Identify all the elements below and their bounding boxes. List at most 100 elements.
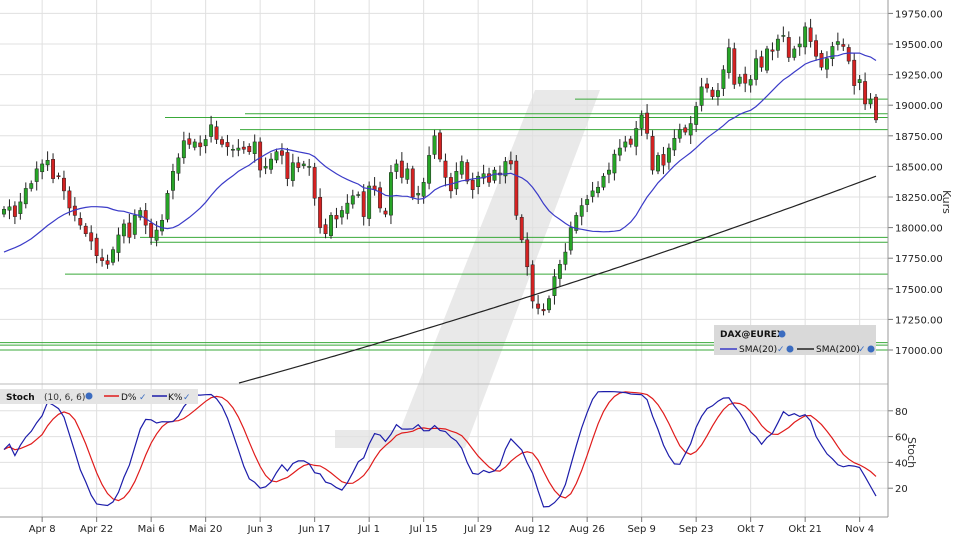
stoch-d-check-icon[interactable]: ✓ — [139, 393, 147, 403]
candle-body — [312, 167, 317, 199]
candle-body — [863, 81, 868, 105]
candle-body — [89, 232, 94, 242]
candle-body — [639, 114, 644, 129]
candle-body — [154, 229, 159, 241]
candle-body — [252, 141, 257, 154]
x-tick-label: Jul 1 — [357, 524, 380, 535]
legend-sma20-settings-icon[interactable] — [786, 345, 794, 353]
candle-body — [645, 112, 650, 134]
candle-body — [383, 210, 388, 215]
sma200-line — [238, 175, 877, 384]
stoch-d-line — [3, 391, 877, 502]
price-legend: DAX@EUREX SMA(20) ✓ SMA(200) ✓ — [714, 325, 876, 355]
candle-body — [748, 79, 753, 86]
candle-body — [797, 43, 802, 48]
price-y-axis: 17000.00 17250.00 17500.00 17750.00 18000.00… — [888, 9, 943, 357]
legend-background — [714, 325, 876, 355]
candle-body — [307, 166, 312, 168]
candle-body — [34, 168, 39, 182]
candle-body — [781, 35, 786, 37]
candle-body — [225, 142, 230, 148]
candle-body — [726, 47, 731, 73]
candle-body — [399, 160, 404, 178]
candle-body — [394, 163, 399, 172]
stoch-tick-label: 20 — [895, 484, 908, 495]
price-tick-label: 18500.00 — [895, 162, 943, 173]
candle-body — [814, 40, 818, 57]
candle-body — [585, 199, 590, 205]
candle-body — [830, 46, 835, 59]
candle-body — [612, 153, 617, 174]
candle-body — [176, 157, 181, 174]
candle-body — [301, 163, 306, 166]
stoch-k-label: K% — [168, 393, 183, 403]
candle-body — [187, 138, 192, 145]
price-tick-label: 17000.00 — [895, 346, 943, 357]
stoch-y-axis-label: Stoch — [905, 437, 918, 468]
candle-body — [770, 49, 775, 52]
legend-sma20-check-icon[interactable]: ✓ — [777, 345, 785, 355]
candle-body — [149, 222, 154, 238]
stoch-k-check-icon[interactable]: ✓ — [183, 393, 191, 403]
candle-body — [705, 83, 709, 89]
candle-body — [492, 169, 497, 181]
stoch-y-axis: 20 40 60 80 — [888, 407, 908, 495]
candle-body — [121, 223, 126, 237]
candle-body — [18, 201, 23, 214]
candle-body — [171, 171, 175, 191]
candle-body — [274, 151, 279, 161]
candlestick-series — [2, 18, 878, 316]
candle-body — [192, 141, 197, 148]
candle-body — [607, 169, 611, 175]
candle-body — [514, 160, 519, 216]
x-tick-label: Jun 3 — [247, 524, 273, 535]
candle-body — [416, 193, 421, 196]
candle-body — [236, 147, 241, 151]
x-tick-label: Okt 21 — [788, 524, 822, 535]
candle-body — [23, 188, 28, 205]
candle-body — [67, 190, 72, 209]
candle-body — [83, 225, 88, 234]
candle-body — [852, 59, 857, 86]
candle-body — [45, 160, 50, 166]
candle-body — [51, 159, 55, 179]
candle-body — [579, 205, 584, 217]
candle-body — [536, 303, 541, 309]
price-y-axis-label: Kurs — [940, 190, 953, 214]
candle-body — [454, 171, 459, 190]
candle-body — [247, 146, 252, 152]
stoch-k-line — [3, 391, 877, 508]
candle-body — [339, 210, 344, 218]
candle-body — [677, 129, 682, 139]
x-tick-label: Nov 4 — [845, 524, 874, 535]
candle-body — [623, 141, 628, 148]
legend-settings-icon[interactable] — [778, 330, 786, 338]
price-tick-label: 19500.00 — [895, 40, 943, 51]
candle-body — [296, 162, 301, 168]
candle-body — [209, 124, 214, 137]
candle-body — [285, 152, 290, 179]
stoch-grid — [0, 410, 888, 489]
candle-body — [329, 215, 333, 236]
price-tick-label: 18250.00 — [895, 193, 943, 204]
candle-body — [786, 37, 791, 58]
stoch-tick-label: 60 — [895, 433, 908, 444]
candle-body — [100, 257, 105, 261]
price-tick-label: 19250.00 — [895, 71, 943, 82]
candle-body — [819, 53, 824, 68]
candle-body — [459, 161, 464, 175]
price-grid — [0, 0, 888, 517]
stoch-settings-icon[interactable] — [85, 392, 93, 400]
x-tick-label: Jul 15 — [409, 524, 438, 535]
candle-body — [596, 186, 600, 194]
legend-sma200-check-icon[interactable]: ✓ — [858, 345, 866, 355]
candle-body — [825, 58, 829, 70]
price-tick-label: 19000.00 — [895, 101, 943, 112]
candle-body — [508, 160, 513, 165]
candle-body — [350, 195, 355, 205]
legend-sma200-settings-icon[interactable] — [867, 345, 875, 353]
x-tick-label: Aug 12 — [515, 524, 550, 535]
sma20-line — [3, 52, 877, 253]
